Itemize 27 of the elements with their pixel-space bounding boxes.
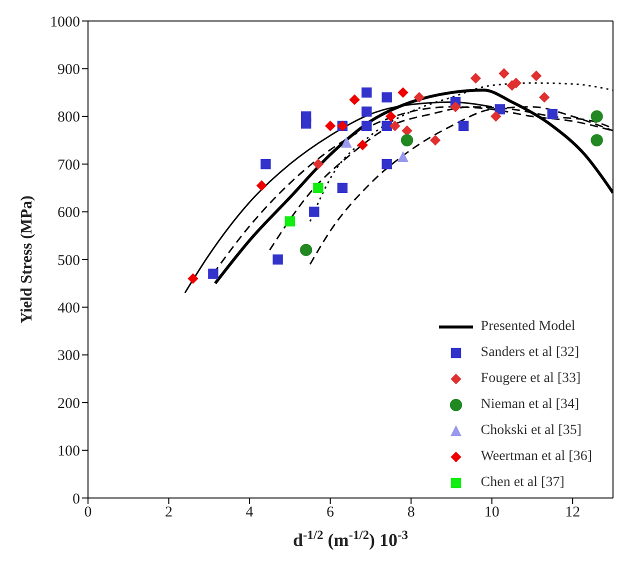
y-tick-label: 800	[58, 110, 80, 126]
y-tick-label: 100	[58, 444, 80, 460]
y-tick-label: 900	[58, 62, 80, 78]
y-tick-label: 500	[58, 252, 80, 269]
legend-label: Weertman et al [36]	[480, 449, 592, 465]
legend-label: Sanders et al [32]	[480, 345, 580, 361]
y-tick-label: 300	[58, 348, 80, 364]
x-tick-label: 4	[246, 504, 254, 521]
x-tick-label: 10	[484, 504, 500, 521]
x-axis-title: d$^{-1/2}$ (m$^{-1/2}$) 10$^{-3}$	[292, 528, 408, 550]
y-tick-label: 1000	[50, 14, 80, 30]
legend-label: Chokski et al [35]	[480, 423, 582, 439]
y-tick-label: 200	[58, 396, 80, 412]
x-tick-label: 12	[565, 504, 580, 521]
legend-label: Presented Model	[480, 319, 576, 335]
y-tick-label: 600	[58, 205, 80, 222]
y-tick-label: 400	[58, 300, 80, 317]
legend-label: Fougere et al [33]	[480, 371, 581, 387]
x-tick-label: 8	[407, 504, 415, 521]
y-tick-label: 0	[72, 491, 80, 508]
y-tick-label: 700	[58, 157, 80, 174]
x-tick-label: 0	[84, 504, 92, 521]
y-axis-title: Yield Stress (MPa)	[18, 196, 36, 324]
legend-label: Chen et al [37]	[480, 475, 564, 491]
x-tick-label: 2	[165, 504, 173, 521]
legend-label: Nieman et al [34]	[480, 397, 580, 413]
x-tick-label: 6	[326, 504, 335, 521]
